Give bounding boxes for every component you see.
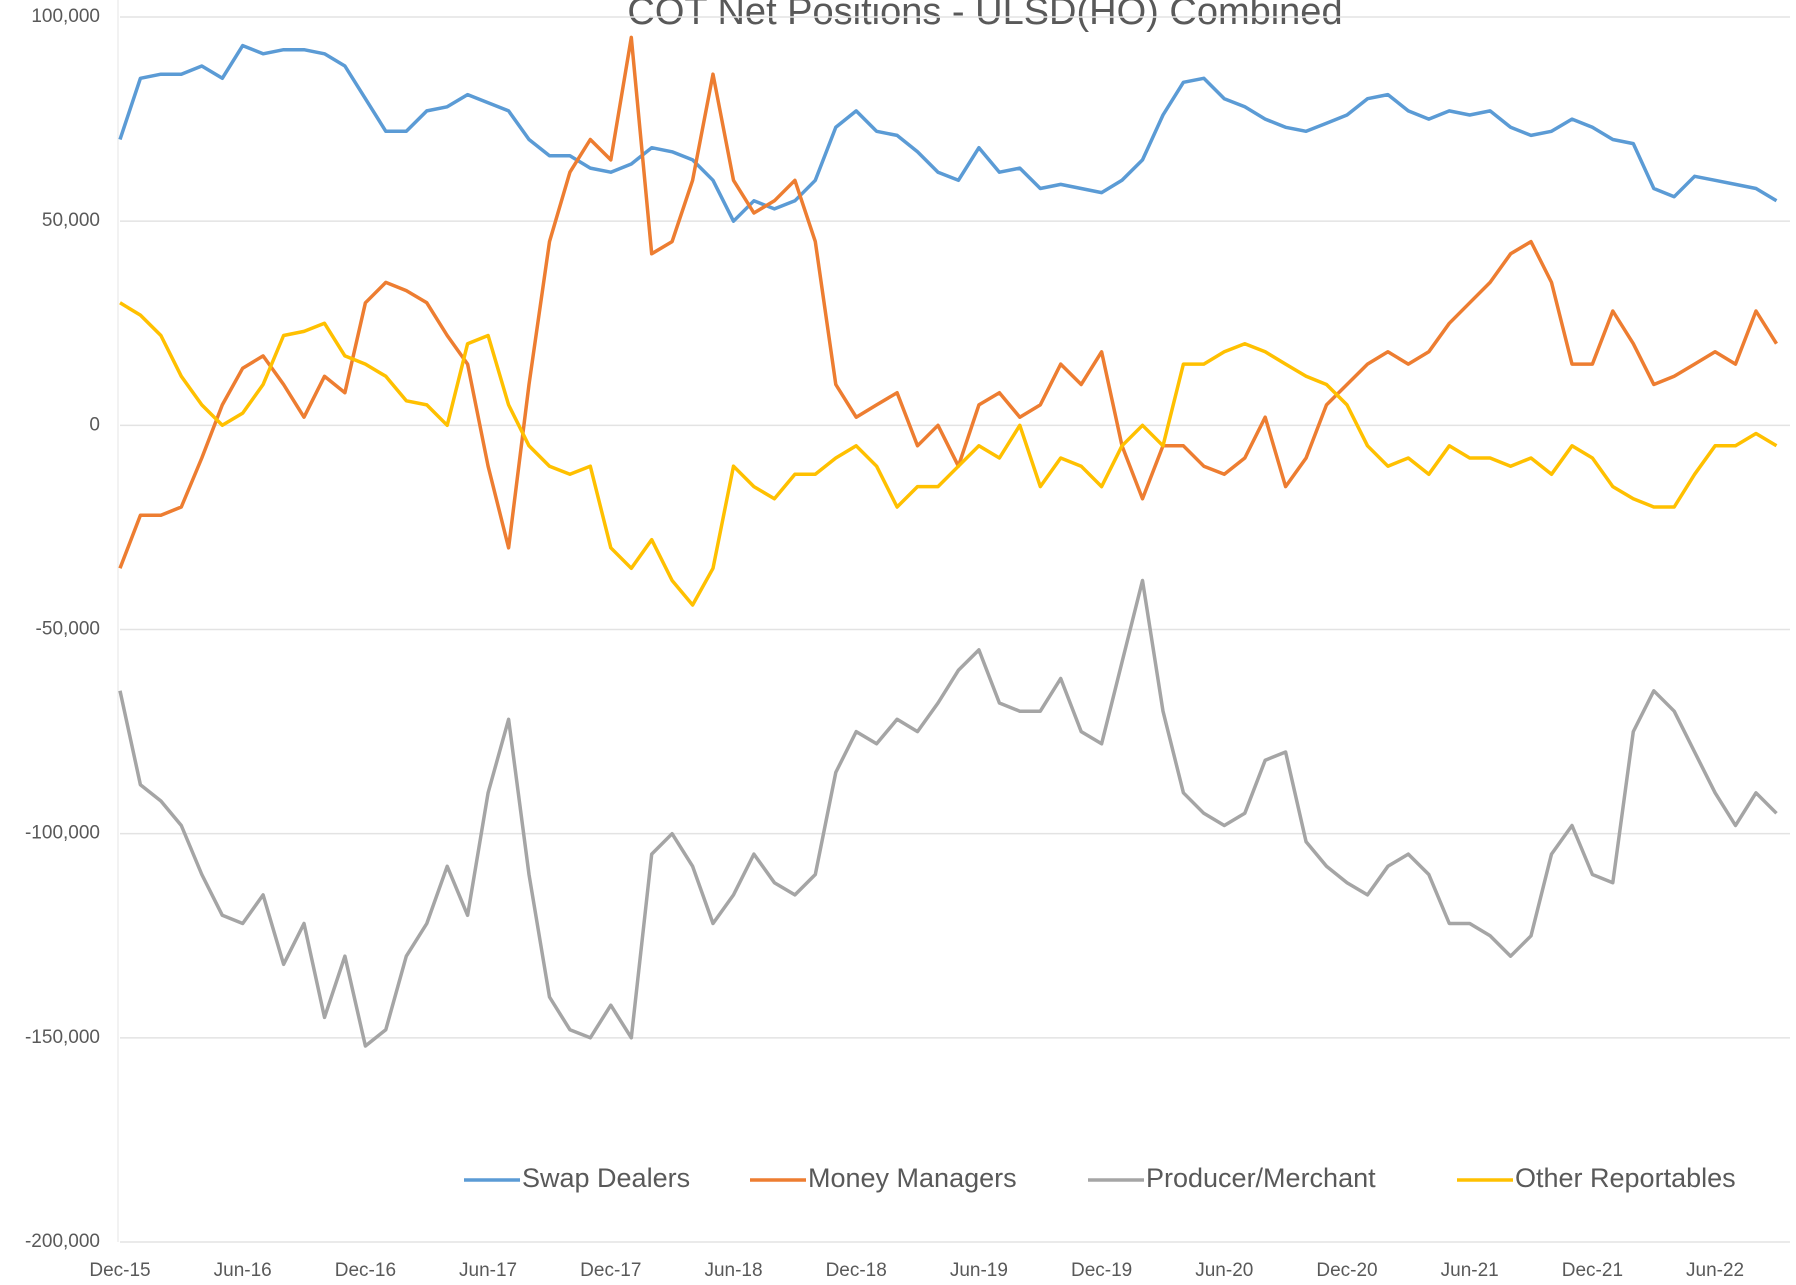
x-tick-label: Dec-15 [89,1260,150,1281]
y-tick-label: -100,000 [25,823,100,844]
x-tick-label: Dec-20 [1316,1260,1377,1281]
x-tick-label: Jun-19 [950,1260,1008,1281]
y-tick-label: 50,000 [42,210,100,231]
data-line [118,578,1778,1048]
legend-label: Other Reportables [1515,1163,1736,1193]
x-tick-label: Jun-17 [459,1260,517,1281]
legend-label: Producer/Merchant [1146,1163,1376,1193]
legend-label: Money Managers [808,1163,1017,1193]
y-tick-label: -50,000 [36,619,100,640]
y-tick-label: 100,000 [31,6,100,27]
y-tick-label: 0 [89,414,100,435]
x-tick-label: Dec-21 [1562,1260,1623,1281]
x-tick-label: Dec-18 [826,1260,887,1281]
x-tick-label: Jun-22 [1686,1260,1744,1281]
x-tick-label: Jun-21 [1441,1260,1499,1281]
y-tick-label: -150,000 [25,1027,100,1048]
x-tick-label: Dec-16 [335,1260,396,1281]
x-tick-label: Dec-19 [1071,1260,1132,1281]
x-tick-label: Jun-16 [214,1260,272,1281]
data-line [118,43,1778,223]
x-tick-label: Jun-18 [704,1260,762,1281]
legend-label: Swap Dealers [522,1163,690,1193]
data-line [119,301,1778,607]
y-tick-label: -200,000 [25,1231,100,1252]
x-tick-label: Dec-17 [580,1260,641,1281]
x-tick-label: Jun-20 [1195,1260,1253,1281]
data-line [118,35,1778,569]
